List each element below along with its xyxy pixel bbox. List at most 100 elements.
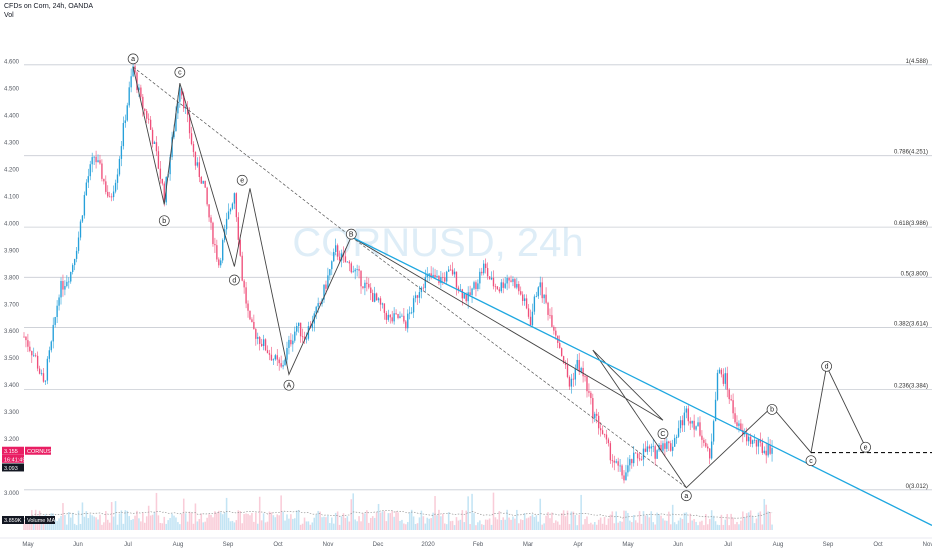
volume-bar — [75, 525, 78, 530]
candle-body — [469, 292, 471, 296]
volume-bar — [514, 518, 516, 530]
candle-body — [105, 181, 107, 192]
candle-body — [738, 423, 740, 426]
candle-body — [477, 283, 479, 290]
volume-bar — [151, 514, 154, 530]
volume-bar — [395, 511, 397, 530]
candle-body — [93, 156, 95, 158]
candle-body — [559, 342, 561, 349]
volume-bar — [430, 518, 432, 530]
volume-bar — [175, 517, 177, 530]
candle-body — [545, 294, 547, 303]
candle-body — [200, 176, 202, 184]
wave-label: c — [809, 458, 813, 465]
candle-body — [765, 450, 767, 456]
volume-bar — [518, 523, 520, 530]
candle-body — [319, 303, 321, 304]
fib-label: 1(4.588) — [906, 59, 928, 65]
volume-bar — [233, 522, 236, 530]
volume-bar — [531, 514, 534, 530]
candle-body — [650, 446, 652, 449]
volume-bar — [255, 512, 257, 530]
candle-body — [109, 196, 111, 198]
volume-bar — [671, 504, 674, 530]
volume-bar — [568, 524, 571, 530]
volume-bar — [642, 511, 645, 530]
candle-body — [531, 311, 534, 326]
volume-bar — [687, 522, 690, 530]
candle-body — [229, 208, 232, 212]
y-tick-label: 4.100 — [4, 194, 20, 200]
candle-body — [666, 441, 668, 449]
volume-bar — [631, 522, 633, 530]
candle-body — [742, 429, 744, 435]
candle-body — [693, 420, 695, 430]
y-tick-label: 3.200 — [4, 437, 20, 443]
candle-body — [523, 298, 526, 301]
volume-bar — [500, 520, 503, 530]
candle-body — [594, 413, 596, 419]
volume-bar — [759, 511, 762, 530]
volume-bar — [350, 499, 353, 530]
x-tick-label: 2020 — [421, 542, 435, 548]
candle-body — [633, 452, 635, 464]
volume-bar — [445, 524, 448, 530]
candle-body — [144, 108, 146, 111]
volume-bar — [465, 510, 467, 530]
volume-bar — [192, 523, 195, 530]
volume-bar — [412, 516, 415, 530]
candle-body — [58, 297, 60, 306]
wave-label-circle — [657, 428, 669, 440]
volume-bar — [562, 510, 565, 530]
volume-bar — [399, 520, 401, 530]
volume-bar — [677, 520, 680, 530]
candle-body — [243, 280, 245, 288]
wave-label: B — [349, 231, 354, 238]
volume-bar — [32, 518, 35, 530]
candle-body — [621, 465, 623, 476]
y-tick-label: 4.400 — [4, 114, 20, 120]
x-tick-label: Sep — [823, 542, 834, 548]
volume-bar — [83, 516, 86, 530]
candle-body — [112, 191, 115, 198]
candle-body — [502, 282, 504, 288]
volume-bar — [498, 511, 501, 530]
volume-bar — [457, 520, 460, 530]
volume-bar — [42, 521, 45, 530]
volume-bar — [381, 511, 384, 530]
volume-bar — [147, 505, 150, 530]
volume-bar — [221, 514, 224, 530]
candle-body — [198, 162, 201, 177]
y-tick-label: 3.800 — [4, 275, 20, 281]
candle-body — [586, 376, 588, 392]
volume-bar — [157, 515, 160, 530]
candle-body — [475, 282, 477, 290]
volume-bar — [36, 522, 39, 530]
y-tick-label: 3.500 — [4, 356, 20, 362]
volume-bar — [666, 520, 668, 530]
volume-bar — [344, 518, 347, 530]
candle-body — [635, 452, 637, 454]
volume-bar — [420, 510, 423, 530]
volume-bar — [747, 512, 750, 530]
candle-body — [420, 287, 423, 293]
candle-body — [202, 180, 204, 184]
volume-bar — [73, 523, 76, 530]
volume-bar — [572, 511, 575, 530]
candle-body — [592, 398, 594, 419]
volume-bar — [611, 511, 614, 530]
volume-bar — [703, 525, 705, 530]
candle-body — [410, 312, 413, 314]
volume-bar — [71, 512, 74, 530]
volume-bar — [368, 522, 370, 530]
volume-bar — [364, 513, 366, 530]
volume-bar — [184, 513, 187, 530]
volume-bar — [85, 511, 88, 530]
candle-body — [214, 244, 216, 246]
volume-ma-line — [23, 509, 773, 520]
candle-body — [268, 353, 271, 355]
candle-body — [97, 160, 99, 163]
wave-label-circle — [158, 215, 170, 227]
volume-bar — [198, 519, 201, 530]
